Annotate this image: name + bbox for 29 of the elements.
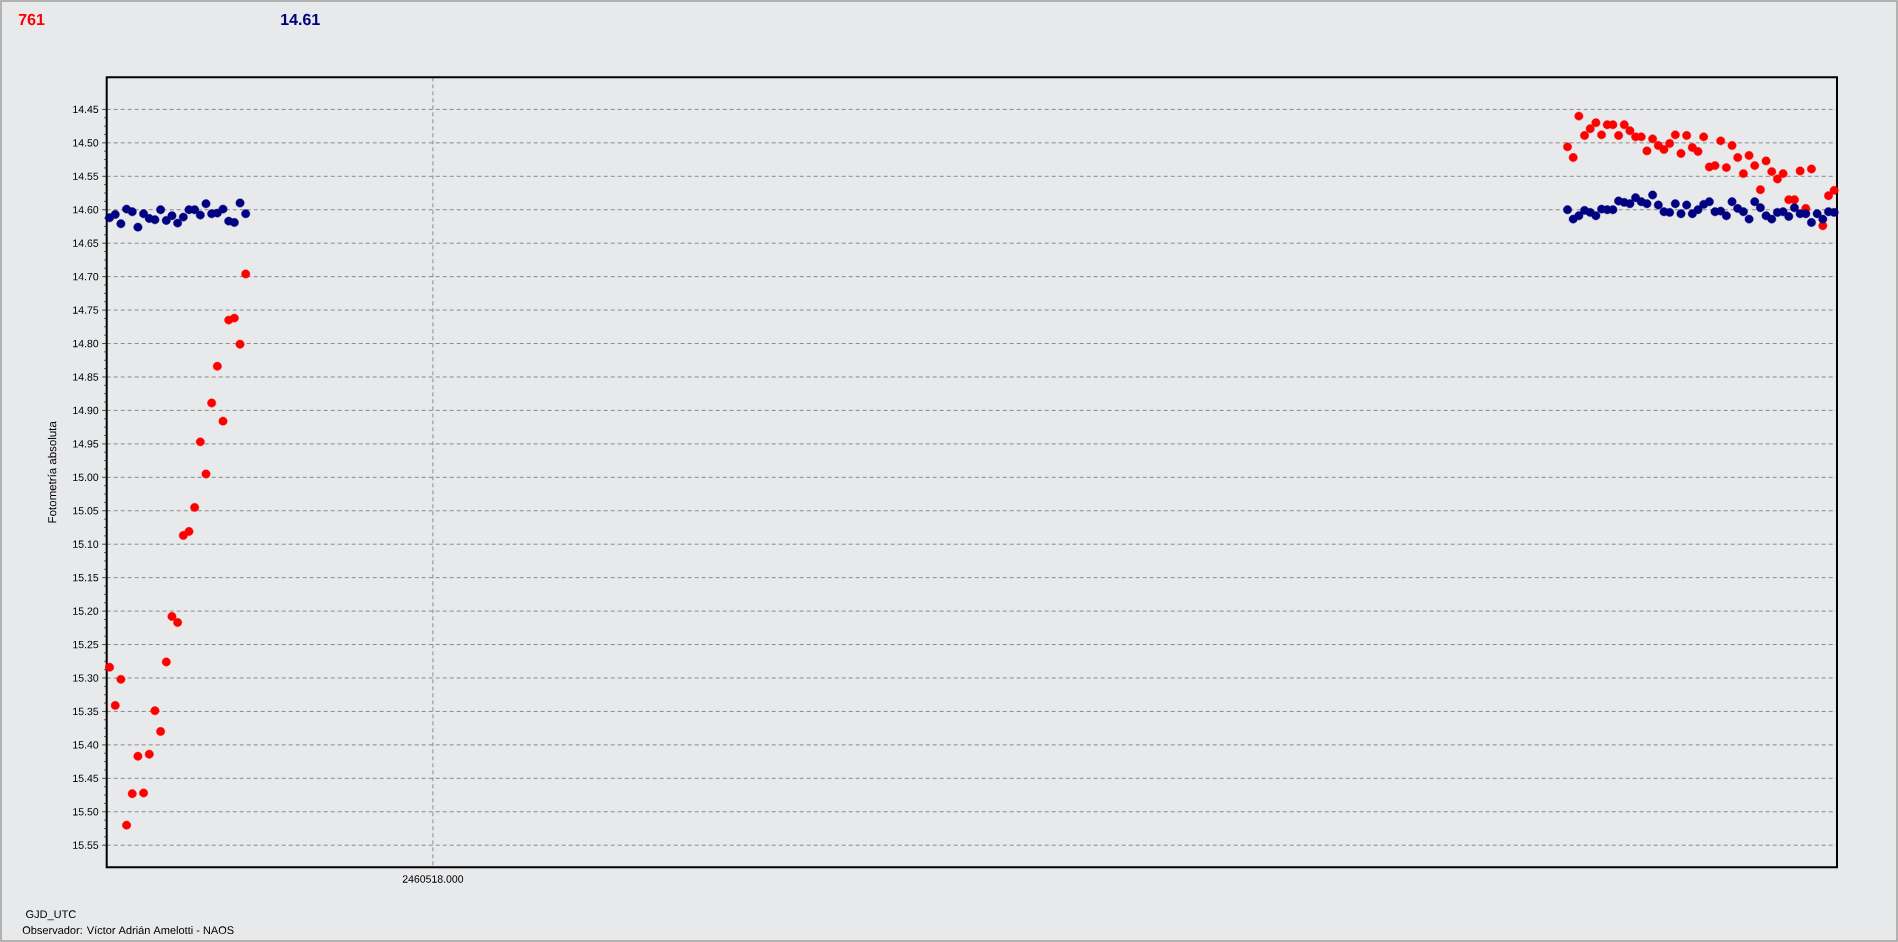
y-tick-label: 14.70 [73,272,99,281]
y-tick-label: 15.50 [73,808,99,816]
y-tick-label: 15.35 [73,707,99,716]
y-tick-label: 15.40 [73,741,99,749]
text: 14.61 [281,13,320,26]
y-tick-label: 14.80 [73,339,99,348]
y-axis-title: Fotometría absoluta [47,421,57,523]
y-tick-label: 14.45 [73,105,99,114]
y-tick-label: 14.85 [73,373,99,381]
text: 761 [18,13,45,26]
y-tick-label: 15.55 [73,841,99,849]
y-tick-label: 15.25 [73,640,99,649]
y-tick-label: 15.05 [73,507,99,515]
text: Observador: Víctor Adrián Amelotti - NAOS [22,925,234,935]
y-tick-label: 15.10 [73,540,99,548]
x-axis-title: GJD_UTC [26,910,76,921]
y-tick-label: 14.65 [73,239,99,247]
y-tick-label: 15.15 [73,574,99,582]
x-tick-label: 2460518.000 [402,875,464,883]
y-tick-label: 14.55 [73,172,99,180]
y-tick-label: 14.50 [73,139,99,147]
y-tick-label: 14.90 [73,406,99,415]
y-tick-label: 14.95 [73,440,99,448]
y-tick-label: 15.45 [73,774,99,782]
y-tick-label: 15.20 [73,607,99,615]
y-tick-label: 14.60 [73,206,99,214]
y-tick-label: 14.75 [73,306,99,314]
y-tick-label: 15.30 [73,674,99,682]
y-tick-label: 15.00 [73,473,99,482]
